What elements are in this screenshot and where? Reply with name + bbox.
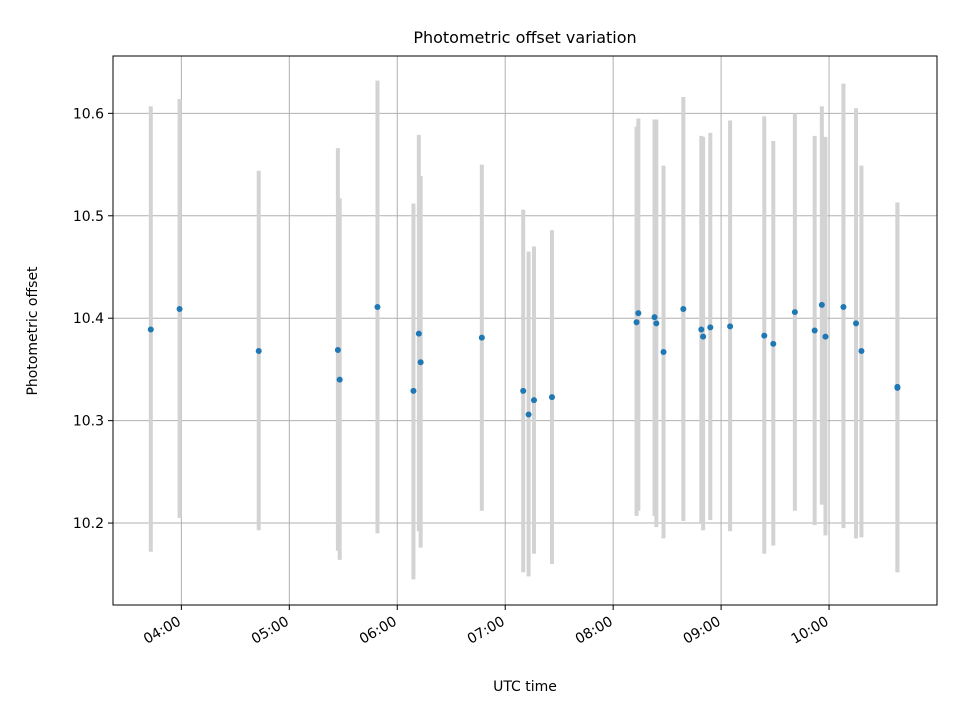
data-point (415, 330, 422, 337)
data-point (633, 319, 640, 326)
y-axis: 10.2 10.3 10.4 10.5 10.6 (73, 106, 113, 532)
data-point (336, 376, 343, 383)
data-point (334, 346, 341, 353)
data-point (651, 314, 658, 321)
y-axis-label: Photometric offset (25, 266, 41, 396)
data-point (822, 333, 829, 340)
data-point (707, 324, 714, 331)
data-point (147, 326, 154, 333)
data-point (680, 305, 687, 312)
data-point (727, 323, 734, 330)
data-point (478, 334, 485, 341)
chart-title: Photometric offset variation (413, 28, 636, 47)
y-tick-label: 10.4 (73, 311, 104, 327)
data-point (818, 301, 825, 308)
plot-frame (112, 55, 938, 606)
data-point (791, 309, 798, 316)
data-point (698, 326, 705, 333)
data-point (770, 340, 777, 347)
data-point (840, 303, 847, 310)
data-point (653, 320, 660, 327)
y-tick-label: 10.3 (73, 414, 104, 430)
data-point (530, 397, 537, 404)
data-point (700, 333, 707, 340)
data-point (525, 411, 532, 418)
data-point (858, 347, 865, 354)
data-point (417, 359, 424, 366)
data-point (548, 394, 555, 401)
points (147, 301, 901, 418)
data-point (894, 383, 901, 390)
data-point (761, 332, 768, 339)
data-point (853, 320, 860, 327)
data-point (255, 347, 262, 354)
data-point (176, 305, 183, 312)
data-point (635, 310, 642, 317)
data-point (374, 303, 381, 310)
data-point (811, 327, 818, 334)
data-point (410, 387, 417, 394)
data-point (660, 349, 667, 356)
y-tick-label: 10.2 (73, 516, 104, 532)
y-tick-label: 10.6 (73, 106, 104, 122)
data-point (520, 387, 527, 394)
x-axis-label: UTC time (493, 679, 557, 695)
y-tick-label: 10.5 (73, 209, 104, 225)
